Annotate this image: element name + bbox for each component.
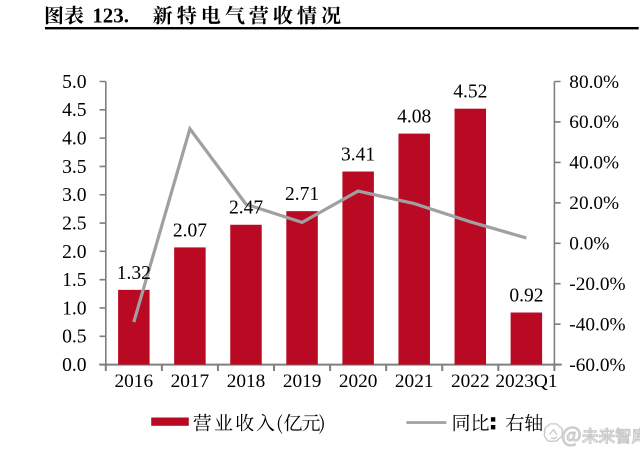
svg-text:2022: 2022 [451, 371, 490, 392]
svg-text:4.52: 4.52 [453, 82, 487, 103]
svg-text:2.47: 2.47 [229, 198, 263, 219]
svg-text:3.41: 3.41 [341, 145, 375, 166]
svg-text:3.0: 3.0 [62, 185, 87, 206]
svg-text:40.0%: 40.0% [569, 153, 619, 174]
svg-text:3.5: 3.5 [62, 157, 87, 178]
svg-text:2021: 2021 [395, 371, 434, 392]
svg-text:2016: 2016 [115, 371, 154, 392]
svg-text:2.07: 2.07 [173, 220, 207, 241]
svg-text:60.0%: 60.0% [569, 112, 619, 133]
svg-text:2019: 2019 [283, 371, 322, 392]
svg-text:2018: 2018 [227, 371, 266, 392]
svg-text:2.71: 2.71 [285, 184, 319, 205]
svg-text:0.5: 0.5 [62, 327, 87, 348]
svg-text:0.92: 0.92 [509, 286, 543, 307]
svg-text:0.0: 0.0 [62, 355, 87, 376]
svg-text:20.0%: 20.0% [569, 193, 619, 214]
svg-text:-20.0%: -20.0% [569, 274, 625, 295]
svg-text:80.0%: 80.0% [569, 72, 619, 93]
svg-text:2017: 2017 [171, 371, 210, 392]
svg-text:2.0: 2.0 [62, 242, 87, 263]
svg-text:2.5: 2.5 [62, 214, 87, 235]
svg-text:1.0: 1.0 [62, 298, 87, 319]
svg-text:5.0: 5.0 [62, 72, 87, 93]
svg-text:4.08: 4.08 [397, 107, 431, 128]
svg-text:2020: 2020 [339, 371, 378, 392]
svg-text:4.0: 4.0 [62, 129, 87, 150]
svg-text:-40.0%: -40.0% [569, 315, 625, 336]
svg-text:-60.0%: -60.0% [569, 355, 625, 376]
svg-text:1.5: 1.5 [62, 270, 87, 291]
svg-text:4.5: 4.5 [62, 100, 87, 121]
svg-text:2023Q1: 2023Q1 [495, 371, 557, 392]
svg-text:123.: 123. [92, 4, 129, 28]
svg-text:0.0%: 0.0% [569, 234, 609, 255]
svg-text:1.32: 1.32 [117, 263, 151, 284]
